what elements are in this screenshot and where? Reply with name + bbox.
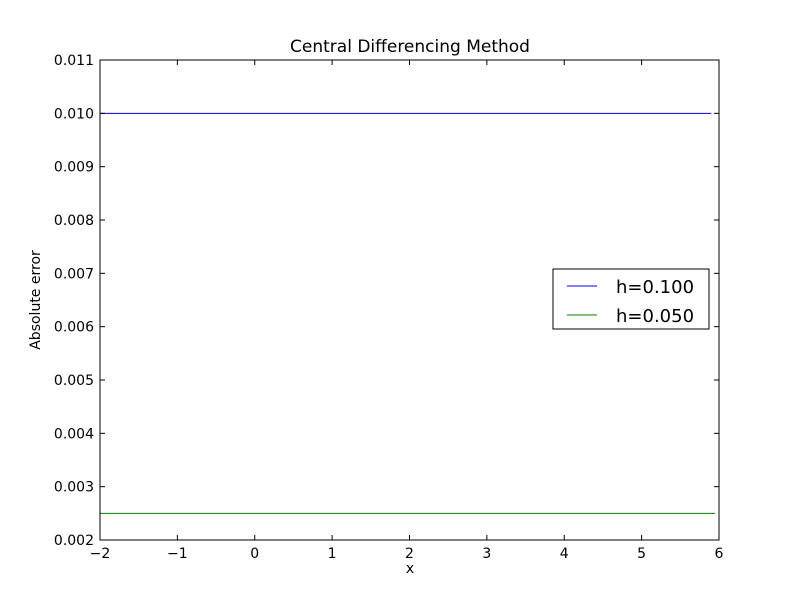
x-axis-label: x [406, 561, 414, 577]
y-tick-label: 0.003 [54, 480, 94, 496]
y-tick-label: 0.009 [54, 160, 94, 176]
legend-label-h-0100: h=0.100 [616, 277, 694, 298]
x-tick-label: −2 [90, 546, 111, 562]
y-tick-label: 0.006 [54, 320, 94, 336]
x-tick-label: 2 [405, 546, 414, 562]
legend-label-h-0050: h=0.050 [616, 306, 694, 327]
y-tick-label: 0.005 [54, 373, 94, 389]
x-tick-label: 1 [328, 546, 337, 562]
legend: h=0.100 h=0.050 [552, 268, 710, 330]
ticks-layer: −2 −1 0 1 2 3 4 5 6 0.002 0.003 0.004 0.005 0.006 0.00… [54, 53, 724, 562]
y-tick-label: 0.010 [54, 106, 94, 122]
x-tick-label: 6 [715, 546, 724, 562]
legend-box [552, 268, 710, 330]
y-tick-label: 0.002 [54, 533, 94, 549]
plot-frame [99, 59, 720, 541]
y-axis-label: Absolute error [28, 250, 44, 350]
y-tick-label: 0.007 [54, 266, 94, 282]
x-tick-label: 5 [637, 546, 646, 562]
y-tick-label: 0.008 [54, 213, 94, 229]
y-tick-label: 0.004 [54, 426, 94, 442]
x-tick-label: 3 [482, 546, 491, 562]
x-tick-label: −1 [167, 546, 188, 562]
chart-title: Central Differencing Method [290, 37, 530, 57]
series-layer [100, 112, 716, 514]
y-tick-label: 0.011 [54, 53, 94, 69]
x-tick-label: 4 [560, 546, 569, 562]
x-tick-label: 0 [250, 546, 259, 562]
